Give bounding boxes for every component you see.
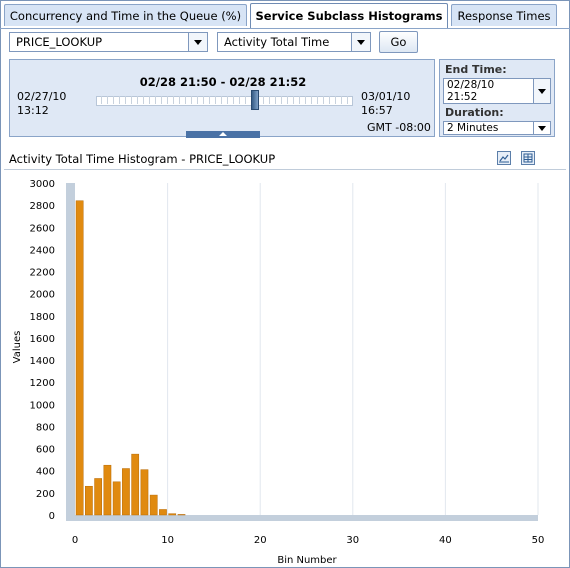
plot-area [69, 183, 538, 515]
y-tick-label: 1600 [30, 334, 55, 345]
y-tick-label: 1200 [30, 378, 55, 389]
histogram-chart: 0200400600800100012001400160018002000220… [12, 179, 545, 566]
histogram-bar [122, 468, 130, 516]
histogram-bar [168, 513, 177, 516]
y-tick-label: 800 [36, 422, 55, 433]
y-tick-label: 2600 [30, 223, 55, 234]
x-tick-label: 30 [346, 535, 359, 546]
range-start-time: 13:12 [17, 104, 49, 117]
y-tick-label: 1400 [30, 356, 55, 367]
histogram-bar [140, 469, 149, 516]
y-tick-label: 400 [36, 467, 55, 478]
duration-value: 2 Minutes [447, 122, 499, 134]
y-tick-label: 1800 [30, 312, 55, 323]
y-tick-label: 2400 [30, 245, 55, 256]
y-tick-label: 2800 [30, 201, 55, 212]
duration-select[interactable]: 2 Minutes [443, 121, 551, 135]
duration-label: Duration: [445, 106, 504, 119]
y-tick-label: 200 [36, 489, 55, 500]
histogram-title: Activity Total Time Histogram - PRICE_LO… [9, 152, 276, 166]
chevron-down-icon[interactable] [351, 33, 370, 51]
y-tick-label: 2200 [30, 268, 55, 279]
metric-select[interactable]: Activity Total Time [217, 32, 371, 52]
x-tick-label: 0 [72, 535, 78, 546]
histogram-bar [131, 453, 140, 516]
end-time-panel: End Time: 02/28/10 21:52 Duration: 2 Min… [439, 59, 555, 137]
chevron-down-icon[interactable] [533, 79, 550, 103]
y-tick-label: 2000 [30, 290, 55, 301]
x-tick-label: 20 [254, 535, 267, 546]
y-tick-label: 0 [49, 511, 55, 522]
histogram-bar [75, 200, 84, 516]
x-tick-label: 50 [532, 535, 545, 546]
histogram-bar [149, 494, 158, 516]
range-title: 02/28 21:50 - 02/28 21:52 [139, 75, 307, 89]
time-slider-ticks [96, 96, 351, 104]
y-tick-label: 3000 [30, 179, 55, 190]
range-end-date: 03/01/10 [361, 90, 411, 103]
histogram-bar [177, 514, 186, 516]
histogram-bar [94, 478, 103, 516]
table-icon[interactable] [521, 151, 535, 165]
time-range-panel: 02/28 21:50 - 02/28 21:52 02/27/10 13:12… [9, 59, 435, 137]
histogram-bar [85, 485, 93, 516]
chart-icon[interactable] [497, 151, 511, 165]
histogram-bar [112, 481, 121, 516]
y-tick-label: 1000 [30, 400, 55, 411]
section-divider [4, 169, 566, 170]
x-tick-label: 40 [439, 535, 452, 546]
chart-icon-glyph [499, 154, 509, 163]
tab-bar: Concurrency and Time in the Queue (%) Se… [0, 0, 570, 29]
time-slider-handle[interactable] [251, 90, 259, 110]
chevron-down-icon[interactable] [533, 122, 550, 134]
tab-response-times[interactable]: Response Times [451, 4, 557, 26]
y-axis-label: Values [12, 331, 23, 364]
end-time-label: End Time: [445, 63, 507, 76]
subclass-select-value: PRICE_LOOKUP [16, 35, 103, 49]
metric-select-value: Activity Total Time [224, 35, 330, 49]
end-time-time: 21:52 [447, 91, 478, 103]
go-button[interactable]: Go [379, 31, 418, 53]
x-tick-label: 10 [161, 535, 174, 546]
tab-label: Service Subclass Histograms [255, 9, 443, 23]
histogram-bar [103, 464, 112, 516]
tab-concurrency[interactable]: Concurrency and Time in the Queue (%) [4, 4, 247, 26]
tab-label: Response Times [457, 9, 551, 23]
y-tick-label: 600 [36, 445, 55, 456]
end-time-date: 02/28/10 [447, 79, 495, 91]
x-axis-floor [69, 515, 538, 521]
histogram-bar [159, 509, 167, 516]
y-axis-wall [66, 183, 75, 521]
range-end-time: 16:57 [361, 104, 393, 117]
end-time-field[interactable]: 02/28/10 21:52 [443, 78, 551, 104]
tab-label: Concurrency and Time in the Queue (%) [9, 9, 242, 23]
timezone-label: GMT -08:00 [367, 121, 431, 134]
subclass-select[interactable]: PRICE_LOOKUP [9, 32, 208, 52]
x-axis-label: Bin Number [277, 555, 337, 566]
tab-service-subclass-histograms[interactable]: Service Subclass Histograms [250, 3, 448, 29]
chevron-down-icon[interactable] [188, 33, 207, 51]
table-icon-glyph [523, 153, 533, 163]
range-start-date: 02/27/10 [17, 90, 67, 103]
tab-divider [0, 28, 570, 29]
collapse-panel-button[interactable] [186, 131, 260, 138]
